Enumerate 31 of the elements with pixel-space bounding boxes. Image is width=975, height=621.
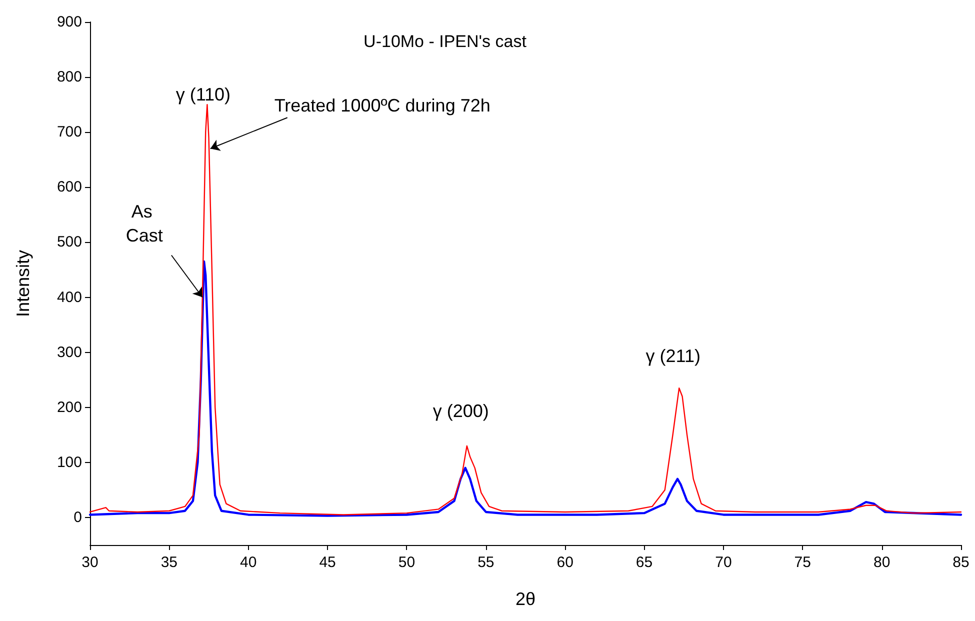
x-tick-label: 30 bbox=[82, 554, 98, 571]
y-tick-label: 700 bbox=[56, 124, 82, 141]
y-tick-label: 800 bbox=[56, 68, 82, 86]
x-tick-label: 55 bbox=[478, 554, 494, 571]
x-tick-label: 65 bbox=[636, 554, 653, 571]
y-tick-label: 300 bbox=[56, 344, 82, 361]
annotation: As Cast bbox=[126, 201, 163, 246]
annotation: γ (200) bbox=[432, 400, 489, 421]
y-tick-label: 500 bbox=[56, 234, 82, 251]
annotation: γ (211) bbox=[646, 346, 700, 366]
x-tick-label: 85 bbox=[952, 554, 970, 571]
y-tick-label: 0 bbox=[74, 508, 82, 526]
x-tick-label: 60 bbox=[556, 554, 574, 571]
x-tick-label: 75 bbox=[794, 554, 811, 571]
y-tick-label: 200 bbox=[56, 398, 82, 416]
y-tick-label: 600 bbox=[56, 178, 82, 196]
x-tick-label: 50 bbox=[398, 554, 416, 571]
x-tick-label: 70 bbox=[715, 554, 732, 571]
y-tick-label: 100 bbox=[56, 454, 82, 471]
x-tick-label: 45 bbox=[319, 554, 336, 571]
text: U-10Mo - IPEN's cast bbox=[364, 32, 527, 51]
y-tick-label: 900 bbox=[56, 14, 82, 30]
annotation: γ (110) bbox=[176, 84, 231, 105]
y-axis-title: Intensity bbox=[13, 250, 33, 318]
annotation: Treated 1000ºC during 72h bbox=[274, 96, 490, 116]
x-tick-label: 35 bbox=[160, 554, 178, 571]
line-series bbox=[88, 260, 962, 517]
x-axis-title: 2θ bbox=[515, 589, 536, 609]
y-tick-label: 400 bbox=[56, 288, 82, 306]
x-tick-label: 80 bbox=[873, 554, 890, 571]
x-tick-label: 40 bbox=[240, 554, 257, 571]
